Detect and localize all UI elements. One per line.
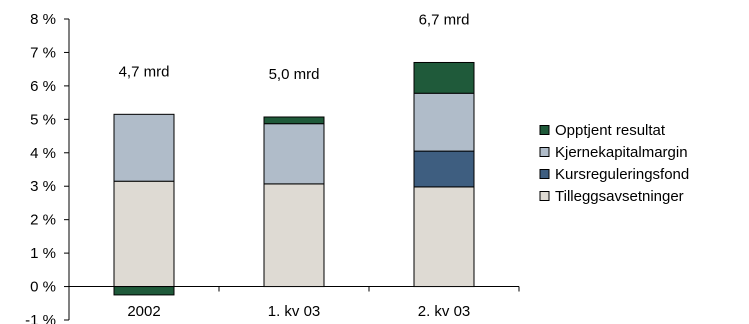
chart-legend: Opptjent resultat Kjernekapitalmargin Kurs… bbox=[539, 122, 689, 205]
x-category-label: 2. kv 03 bbox=[418, 303, 471, 320]
chart-labels: 2002 4,7 mrd 1. kv 03 5,0 mrd 2. kv 03 6,7 mr… bbox=[119, 11, 471, 320]
chart-bars bbox=[113, 61, 475, 296]
bar-segment-opptjent resultat bbox=[113, 286, 175, 296]
y-tick-label: 5 % bbox=[30, 111, 56, 128]
legend-label: Kjernekapitalmargin bbox=[555, 144, 688, 161]
legend-swatch bbox=[539, 169, 550, 179]
y-tick-label: 6 % bbox=[30, 78, 56, 95]
bar-segment-kjernekapitalmargin bbox=[413, 92, 475, 152]
bar-total-label: 6,7 mrd bbox=[419, 11, 470, 28]
y-tick-label: -1 % bbox=[25, 312, 56, 324]
y-tick-label: 2 % bbox=[30, 212, 56, 229]
legend-label: Kursreguleringsfond bbox=[555, 166, 689, 183]
y-tick-label: 8 % bbox=[30, 11, 56, 28]
chart-axes: 8 % 7 % 6 % 5 % 4 % 3 % 2 % 1 % 0 % -1 % bbox=[25, 11, 520, 324]
legend-swatch bbox=[539, 125, 550, 135]
legend-swatch bbox=[539, 191, 550, 201]
bar-segment-tilleggsavsetninger bbox=[113, 180, 175, 288]
x-category-label: 2002 bbox=[127, 303, 160, 320]
bar-segment-kursreguleringsfond bbox=[413, 150, 475, 188]
bar-segment-tilleggsavsetninger bbox=[413, 186, 475, 288]
bar-segment-kjernekapitalmargin bbox=[263, 123, 325, 185]
y-tick-label: 1 % bbox=[30, 245, 56, 262]
y-tick-label: 4 % bbox=[30, 145, 56, 162]
legend-label: Opptjent resultat bbox=[555, 122, 666, 139]
bar-total-label: 4,7 mrd bbox=[119, 63, 170, 80]
legend-label: Tilleggsavsetninger bbox=[555, 188, 684, 205]
y-tick-label: 7 % bbox=[30, 44, 56, 61]
y-tick-label: 0 % bbox=[30, 279, 56, 296]
y-tick-label: 3 % bbox=[30, 178, 56, 195]
bar-segment-tilleggsavsetninger bbox=[263, 183, 325, 288]
legend-swatch bbox=[539, 147, 550, 157]
bar-segment-kjernekapitalmargin bbox=[113, 113, 175, 182]
bar-total-label: 5,0 mrd bbox=[269, 66, 320, 83]
bar-segment-opptjent resultat bbox=[263, 116, 325, 125]
x-category-label: 1. kv 03 bbox=[268, 303, 321, 320]
bar-segment-opptjent resultat bbox=[413, 61, 475, 94]
